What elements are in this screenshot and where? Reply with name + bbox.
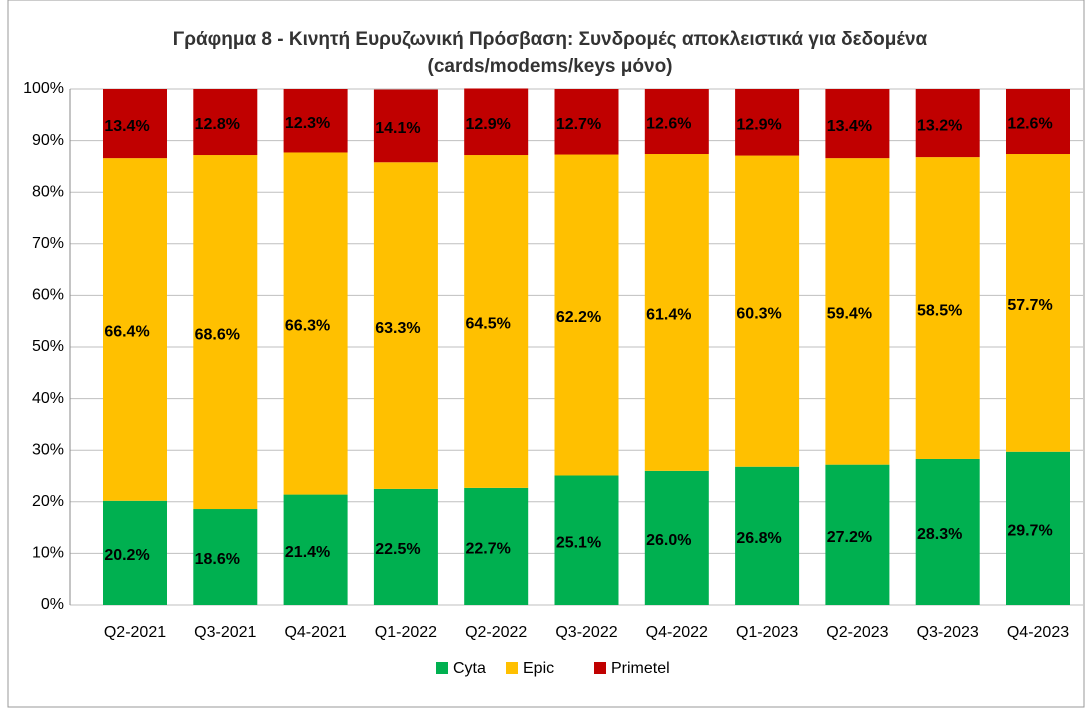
data-label: 68.6% <box>195 326 240 343</box>
data-label: 28.3% <box>917 526 962 543</box>
data-label: 12.9% <box>736 117 781 134</box>
x-tick-label: Q3-2022 <box>555 624 617 641</box>
bar-segment <box>825 89 890 159</box>
bar-segment <box>373 89 438 163</box>
legend-label: Primetel <box>611 660 670 677</box>
bar-segment <box>915 89 980 158</box>
bar-segment <box>554 89 619 155</box>
data-label: 60.3% <box>736 305 781 322</box>
bar-segment <box>1006 451 1070 605</box>
bar-segment <box>915 157 980 459</box>
y-tick-label: 70% <box>32 235 64 252</box>
data-label: 18.6% <box>195 551 240 568</box>
data-label: 22.7% <box>466 541 511 558</box>
x-tick-label: Q4-2022 <box>646 624 708 641</box>
bar-segment <box>464 88 529 156</box>
bar-segment <box>193 89 258 156</box>
x-tick-label: Q2-2021 <box>104 624 166 641</box>
bar-segment <box>103 158 167 501</box>
data-label: 58.5% <box>917 302 962 319</box>
legend-label: Cyta <box>453 660 486 677</box>
y-tick-label: 30% <box>32 441 64 458</box>
data-label: 63.3% <box>375 320 420 337</box>
data-label: 13.4% <box>827 118 872 135</box>
chart-border <box>7 0 1085 708</box>
data-label: 26.8% <box>736 530 781 547</box>
x-tick-label: Q3-2021 <box>194 624 256 641</box>
legend-swatch <box>594 662 606 674</box>
bar-segment <box>1006 154 1070 452</box>
x-tick-label: Q2-2023 <box>826 624 888 641</box>
data-label: 25.1% <box>556 534 601 551</box>
bar-segment <box>464 487 529 605</box>
bar-segment <box>735 155 800 467</box>
y-tick-label: 100% <box>23 80 64 97</box>
bar-segment <box>554 475 619 605</box>
data-label: 22.5% <box>375 541 420 558</box>
chart-title: Γράφημα 8 - Κινητή Ευρυζωνική Πρόσβαση: … <box>172 29 928 77</box>
y-tick-label: 10% <box>32 545 64 562</box>
bar-segment <box>373 162 438 489</box>
data-label: 14.1% <box>375 120 420 137</box>
y-tick-label: 40% <box>32 390 64 407</box>
data-label: 29.7% <box>1007 523 1052 540</box>
bar-segment <box>103 89 167 159</box>
legend-swatch <box>436 662 448 674</box>
bar-segment <box>1006 89 1070 155</box>
data-label: 12.3% <box>285 115 330 132</box>
bar-segment <box>193 155 258 510</box>
data-label: 12.8% <box>195 116 240 133</box>
y-tick-label: 50% <box>32 338 64 355</box>
legend-label: Epic <box>523 660 554 677</box>
data-label: 59.4% <box>827 306 872 323</box>
x-tick-label: Q4-2023 <box>1007 624 1069 641</box>
x-tick-label: Q1-2023 <box>736 624 798 641</box>
bar-segment <box>735 466 800 605</box>
bar-segment <box>554 154 619 476</box>
x-tick-label: Q4-2021 <box>284 624 346 641</box>
y-tick-label: 0% <box>41 596 64 613</box>
bar-segment <box>644 470 709 605</box>
data-label: 12.6% <box>1007 116 1052 133</box>
bar-segment <box>825 158 890 465</box>
data-label: 57.7% <box>1007 297 1052 314</box>
bar-segment <box>464 155 529 488</box>
y-tick-label: 80% <box>32 183 64 200</box>
bar-segment <box>373 488 438 605</box>
legend-swatch <box>506 662 518 674</box>
data-label: 21.4% <box>285 544 330 561</box>
bar-segment <box>825 464 890 605</box>
data-label: 66.3% <box>285 318 330 335</box>
x-tick-label: Q2-2022 <box>465 624 527 641</box>
bar-segment <box>915 458 980 605</box>
y-tick-label: 90% <box>32 132 64 149</box>
x-tick-label: Q3-2023 <box>917 624 979 641</box>
data-label: 12.7% <box>556 116 601 133</box>
y-tick-label: 20% <box>32 493 64 510</box>
data-label: 64.5% <box>466 316 511 333</box>
bar-segment <box>283 152 348 495</box>
data-label: 13.4% <box>104 118 149 135</box>
x-tick-label: Q1-2022 <box>375 624 437 641</box>
data-label: 12.6% <box>646 116 691 133</box>
data-label: 26.0% <box>646 532 691 549</box>
bar-segment <box>103 500 167 605</box>
data-label: 66.4% <box>104 324 149 341</box>
bar-segment <box>283 494 348 605</box>
data-label: 20.2% <box>104 547 149 564</box>
bar-segment <box>735 89 800 156</box>
data-label: 62.2% <box>556 309 601 326</box>
data-label: 61.4% <box>646 307 691 324</box>
data-label: 13.2% <box>917 117 962 134</box>
bar-segment <box>644 89 709 155</box>
data-label: 12.9% <box>466 116 511 133</box>
data-label: 27.2% <box>827 529 872 546</box>
bar-segment <box>283 89 348 153</box>
bar-segment <box>644 154 709 471</box>
bar-segment <box>193 509 258 605</box>
y-tick-label: 60% <box>32 287 64 304</box>
